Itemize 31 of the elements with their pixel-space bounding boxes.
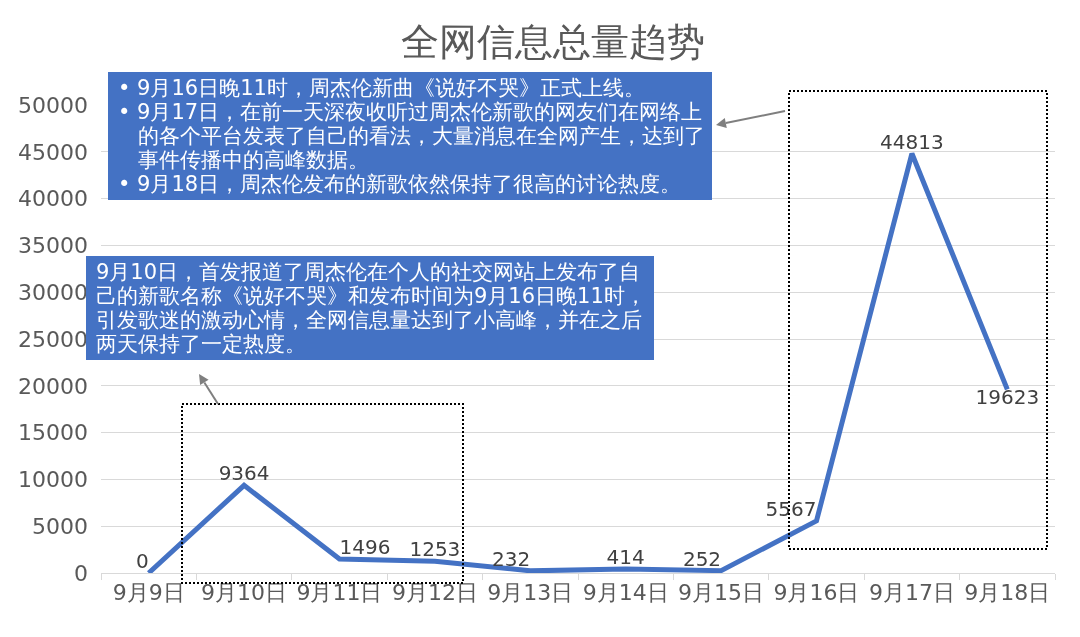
x-tick-label: 9月13日 (487, 580, 574, 606)
data-label: 1496 (339, 535, 391, 559)
y-tick-label: 10000 (18, 467, 88, 493)
data-label: 232 (492, 546, 531, 571)
data-label: 44813 (880, 129, 944, 154)
x-tick-label: 9月17日 (868, 580, 955, 606)
y-tick-label: 30000 (18, 279, 88, 305)
y-tick-label: 15000 (18, 420, 88, 446)
annotation: • 9月16日晚11时，周杰伦新曲《说好不哭》正式上线。 • 9月17日，在前一天深夜收听过周杰伦新歌的网友们在网络上的各个平台发表了自己的看法，大量消息在全网产生，达到了事件传播中的高峰数据。 • 9月18日，周杰伦发布的新歌依然保持了很高的讨论热度。 (118, 76, 706, 196)
y-tick-label: 25000 (18, 326, 88, 352)
x-tick-label: 9月9日 (112, 580, 185, 606)
data-label: 9364 (218, 461, 270, 486)
data-label: 0 (135, 549, 149, 573)
y-tick-label: 35000 (18, 233, 88, 259)
data-label: 5567 (765, 496, 817, 521)
chart-title: 全网信息总量趋势 (400, 20, 705, 65)
x-tick-label: 9月14日 (582, 580, 669, 606)
y-tick-label: 45000 (18, 139, 88, 165)
y-tick-label: 0 (74, 560, 88, 586)
data-label: 1253 (409, 537, 461, 562)
data-label: 252 (682, 546, 722, 571)
y-tick-label: 50000 (18, 92, 88, 118)
data-label: 19623 (975, 385, 1040, 410)
x-tick-label: 9月18日 (964, 580, 1051, 606)
x-tick-label: 9月15日 (678, 580, 765, 606)
x-tick-label: 9月16日 (773, 580, 860, 606)
y-tick-label: 5000 (32, 513, 88, 539)
y-tick-label: 40000 (18, 186, 88, 212)
y-tick-label: 20000 (18, 373, 88, 399)
annotation: 9月10日，首发报道了周杰伦在个人的社交网站上发布了自己的新歌名称《说好不哭》和发布时间为9月16日晚11时，引发歌迷的激动心情，全网信息量达到了小高峰，并在之后两天保持了一定热度。 (96, 260, 646, 356)
data-label: 414 (606, 545, 645, 570)
